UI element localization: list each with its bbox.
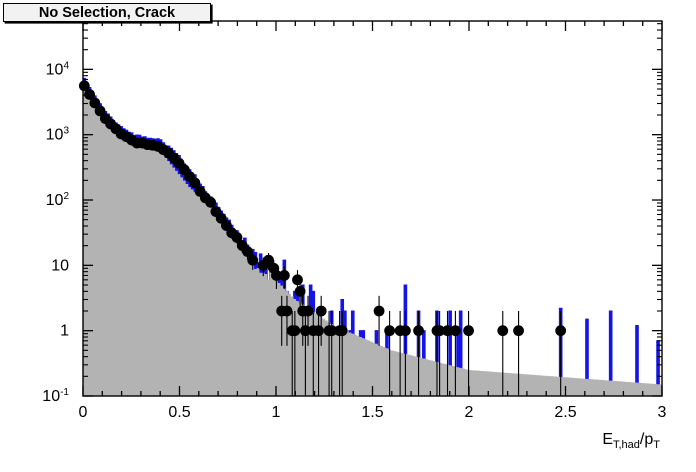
svg-text:1: 1 [60, 323, 69, 340]
svg-text:3: 3 [658, 404, 667, 421]
svg-text:10: 10 [51, 257, 69, 274]
svg-text:0.5: 0.5 [168, 404, 190, 421]
svg-text:0: 0 [79, 404, 88, 421]
svg-text:1: 1 [272, 404, 281, 421]
svg-text:102: 102 [46, 191, 70, 209]
svg-text:2.5: 2.5 [554, 404, 576, 421]
svg-text:10-1: 10-1 [42, 387, 69, 405]
svg-text:ET,had/pT: ET,had/pT [602, 431, 660, 451]
svg-text:103: 103 [46, 126, 70, 144]
svg-text:1.5: 1.5 [361, 404, 383, 421]
svg-text:2: 2 [465, 404, 474, 421]
svg-text:104: 104 [46, 60, 70, 78]
